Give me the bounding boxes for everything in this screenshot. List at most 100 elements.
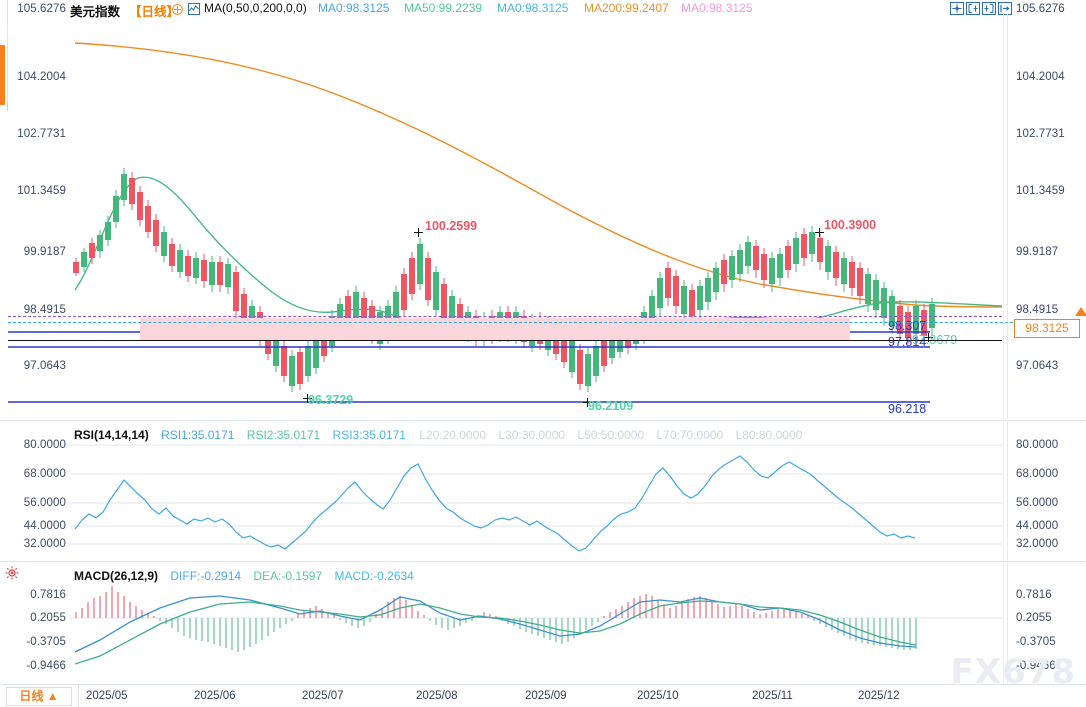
- rsi-level-70: L70:70.0000: [656, 428, 724, 442]
- symbol-name: 美元指数: [70, 5, 121, 19]
- price-axis-rule-right: [1007, 14, 1008, 419]
- ma-definition: MA(0,50,0,200,0,0): [204, 1, 307, 15]
- annotation-low-1: 96.3729: [308, 393, 354, 407]
- align-left-icon[interactable]: [966, 2, 980, 15]
- crosshair-marker-low-2: [583, 398, 592, 407]
- rsi-tick-left-4: 32.0000: [23, 538, 66, 550]
- annotation-high-2: 100.3900: [824, 218, 877, 232]
- purple-dashed-level: [8, 316, 1002, 317]
- left-divider-lower: [7, 103, 8, 111]
- crosshair-marker-low-1: [303, 394, 312, 403]
- jump-latest-icon[interactable]: [998, 2, 1012, 15]
- rsi-tick-right-0: 80.0000: [1016, 439, 1059, 451]
- rsi-tick-right-1: 68.0000: [1016, 468, 1059, 480]
- rsi-tick-left-3: 44.0000: [23, 520, 66, 532]
- macd-tick-left-0: 0.7816: [30, 589, 66, 601]
- macd-tick-left-3: -0.9466: [26, 660, 66, 672]
- price-tick-left-0: 105.6276: [17, 3, 66, 15]
- crosshair-marker-high-2: [815, 228, 824, 237]
- ma-value-3: MA200:99.2407: [584, 1, 669, 15]
- rsi-axis-rule-right2: [1003, 421, 1004, 561]
- period-label: 【日线】: [129, 5, 180, 19]
- crosshair-marker-cursor: [924, 333, 933, 342]
- macd-axis-rule-right2: [1003, 562, 1004, 684]
- align-right-icon[interactable]: [982, 2, 996, 15]
- crosshair-move-icon[interactable]: [950, 2, 964, 15]
- price-tick-left-1: 104.2004: [17, 71, 66, 83]
- price-tick-right-4: 99.9187: [1016, 246, 1059, 258]
- annotation-high-1: 100.2599: [425, 219, 478, 233]
- price-tick-left-6: 97.0643: [23, 360, 66, 372]
- ma-value-0: MA0:98.3125: [318, 1, 390, 15]
- price-tick-left-4: 99.9187: [23, 246, 66, 258]
- price-tick-left-3: 101.3459: [17, 185, 66, 197]
- panel-separator-macd: [0, 561, 1086, 562]
- macd-tick-right-2: -0.3705: [1016, 636, 1056, 648]
- rsi-tick-right-2: 56.0000: [1016, 497, 1059, 509]
- level-label-97814: 97.814: [888, 335, 927, 349]
- crosshair-marker-high-1: [414, 228, 423, 237]
- time-tick-2: 2025/07: [302, 690, 344, 702]
- time-tick-4: 2025/09: [525, 690, 567, 702]
- chart-info-header: 美元指数 【日线】 MA(0,50,0,200,0,0) MA0:98.3125…: [0, 0, 1086, 19]
- time-tick-3: 2025/08: [416, 690, 458, 702]
- rsi-value-3: RSI3:35.0171: [332, 428, 406, 442]
- price-tick-right-5: 98.4915: [1016, 304, 1059, 316]
- left-divider-upper: [7, 0, 8, 103]
- rsi-tick-left-1: 68.0000: [23, 468, 66, 480]
- time-tick-0: 2025/05: [86, 690, 128, 702]
- current-price-tag[interactable]: 98.3125: [1014, 319, 1080, 338]
- rsi-level-30: L30:30.0000: [498, 428, 566, 442]
- time-tick-5: 2025/10: [637, 690, 679, 702]
- level-label-96218: 96.218: [888, 402, 927, 416]
- rsi-header: RSI(14,14,14) RSI1:35.0171 RSI2:35.0171 …: [74, 428, 802, 442]
- macd-dea-value: DEA:-0.1597: [253, 569, 323, 583]
- chart-toolbar: [950, 2, 1012, 15]
- macd-tick-right-1: 0.2055: [1016, 612, 1052, 624]
- rsi-axis-rule-right: [1007, 421, 1008, 561]
- period-selector-button[interactable]: 日线 ▲: [6, 687, 72, 706]
- rsi-tick-right-3: 44.0000: [1016, 520, 1059, 532]
- wave-chart-icon[interactable]: [188, 2, 200, 16]
- macd-axis-rule-right: [1007, 562, 1008, 684]
- current-price-dashed-line: [8, 322, 1078, 323]
- rsi-tick-left-0: 80.0000: [23, 439, 66, 451]
- rsi-level-20: L20:20.0000: [419, 428, 486, 442]
- macd-diff-value: DIFF:-0.2914: [170, 569, 242, 583]
- price-axis-rule-right2: [1003, 14, 1004, 419]
- crosshair-circle-icon[interactable]: [172, 3, 183, 17]
- price-tick-right-2: 102.7731: [1016, 128, 1065, 140]
- macd-header: MACD(26,12,9) DIFF:-0.2914 DEA:-0.1597 M…: [74, 569, 414, 583]
- time-tick-6: 2025/11: [752, 690, 793, 702]
- time-tick-7: 2025/12: [858, 690, 900, 702]
- macd-tick-right-0: 0.7816: [1016, 589, 1052, 601]
- price-tick-left-5: 98.4915: [23, 304, 66, 316]
- macd-macd-value: MACD:-0.2634: [334, 569, 414, 583]
- macd-title: MACD(26,12,9): [74, 569, 159, 583]
- ma-value-4: MA0:98.3125: [681, 1, 753, 15]
- ma-value-2: MA0:98.3125: [497, 1, 569, 15]
- current-price-arrow-icon: [1075, 307, 1086, 316]
- rsi-tick-right-4: 32.0000: [1016, 538, 1059, 550]
- sun-settings-icon[interactable]: [5, 566, 19, 580]
- rsi-value-1: RSI1:35.0171: [161, 428, 235, 442]
- panel-separator-rsi: [0, 420, 1086, 421]
- rsi-title: RSI(14,14,14): [74, 428, 149, 442]
- price-tick-right-3: 101.3459: [1016, 185, 1065, 197]
- time-tick-1: 2025/06: [194, 690, 236, 702]
- macd-tick-right-3: -0.9466: [1016, 660, 1056, 672]
- ma-value-1: MA50:99.2239: [404, 1, 483, 15]
- price-tick-right-1: 104.2004: [1016, 71, 1065, 83]
- price-tick-left-2: 102.7731: [17, 128, 66, 140]
- black-support-line: [8, 340, 1002, 341]
- time-axis: 日线 ▲ 2025/05 2025/06 2025/07 2025/08 202…: [0, 684, 1086, 707]
- macd-tick-left-2: -0.3705: [26, 636, 66, 648]
- time-axis-divider: [78, 685, 79, 707]
- annotation-low-2: 96.2109: [588, 399, 634, 413]
- price-chart-canvas: [8, 42, 1003, 403]
- rsi-value-2: RSI2:35.0171: [246, 428, 321, 442]
- price-tick-right-0: 105.6276: [1016, 3, 1065, 15]
